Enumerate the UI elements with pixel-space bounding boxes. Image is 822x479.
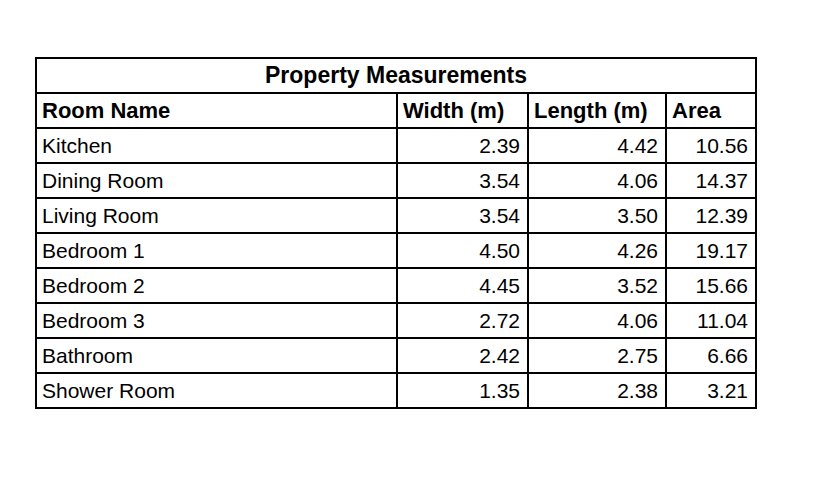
column-header-width: Width (m) (397, 93, 528, 128)
table-row: Bedroom 14.504.2619.17 (36, 233, 756, 268)
cell-length: 4.26 (528, 233, 666, 268)
cell-room-name: Bathroom (36, 338, 397, 373)
cell-area: 14.37 (666, 163, 756, 198)
cell-room-name: Bedroom 3 (36, 303, 397, 338)
page: Property Measurements Room Name Width (m… (0, 0, 822, 479)
cell-width: 1.35 (397, 373, 528, 408)
cell-room-name: Bedroom 1 (36, 233, 397, 268)
cell-width: 2.72 (397, 303, 528, 338)
table-row: Kitchen2.394.4210.56 (36, 128, 756, 163)
table-row: Bedroom 24.453.5215.66 (36, 268, 756, 303)
cell-length: 4.06 (528, 303, 666, 338)
cell-area: 19.17 (666, 233, 756, 268)
cell-area: 15.66 (666, 268, 756, 303)
column-header-length: Length (m) (528, 93, 666, 128)
cell-room-name: Bedroom 2 (36, 268, 397, 303)
cell-width: 2.39 (397, 128, 528, 163)
cell-length: 3.52 (528, 268, 666, 303)
cell-width: 3.54 (397, 198, 528, 233)
cell-room-name: Kitchen (36, 128, 397, 163)
table-row: Dining Room3.544.0614.37 (36, 163, 756, 198)
property-measurements-table: Property Measurements Room Name Width (m… (35, 57, 757, 409)
cell-length: 4.42 (528, 128, 666, 163)
cell-area: 12.39 (666, 198, 756, 233)
cell-room-name: Dining Room (36, 163, 397, 198)
cell-length: 4.06 (528, 163, 666, 198)
cell-area: 11.04 (666, 303, 756, 338)
cell-length: 3.50 (528, 198, 666, 233)
column-header-room-name: Room Name (36, 93, 397, 128)
cell-length: 2.75 (528, 338, 666, 373)
cell-area: 6.66 (666, 338, 756, 373)
cell-area: 3.21 (666, 373, 756, 408)
cell-length: 2.38 (528, 373, 666, 408)
cell-width: 2.42 (397, 338, 528, 373)
table-body: Kitchen2.394.4210.56Dining Room3.544.061… (36, 128, 756, 408)
header-row: Room Name Width (m) Length (m) Area (36, 93, 756, 128)
table-row: Living Room3.543.5012.39 (36, 198, 756, 233)
cell-room-name: Shower Room (36, 373, 397, 408)
column-header-area: Area (666, 93, 756, 128)
table-title: Property Measurements (36, 58, 756, 93)
cell-width: 4.50 (397, 233, 528, 268)
title-row: Property Measurements (36, 58, 756, 93)
cell-width: 3.54 (397, 163, 528, 198)
cell-room-name: Living Room (36, 198, 397, 233)
table-row: Shower Room1.352.383.21 (36, 373, 756, 408)
table-row: Bathroom2.422.756.66 (36, 338, 756, 373)
cell-width: 4.45 (397, 268, 528, 303)
table-row: Bedroom 32.724.0611.04 (36, 303, 756, 338)
cell-area: 10.56 (666, 128, 756, 163)
